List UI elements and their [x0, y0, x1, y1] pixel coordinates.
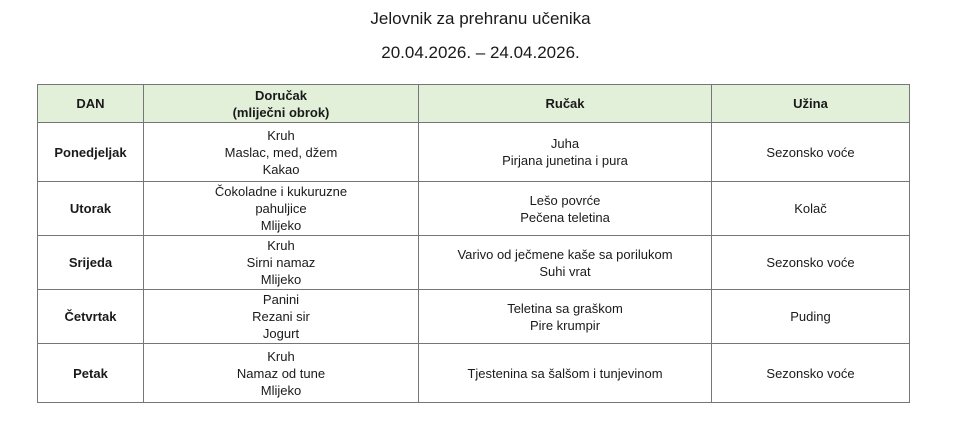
page-title: Jelovnik za prehranu učenika: [370, 9, 591, 28]
table-row-petak: Petak Kruh Namaz od tune Mlijeko Tjesten…: [37, 343, 910, 403]
snack-cell: Puding: [711, 289, 910, 344]
day-cell: Utorak: [37, 181, 144, 236]
lunch-cell: Teletina sa graškom Pire krumpir: [418, 289, 712, 344]
table-row-srijeda: Srijeda Kruh Sirni namaz Mlijeko Varivo …: [37, 235, 910, 290]
breakfast-cell: Čokoladne i kukuruzne pahuljice Mlijeko: [143, 181, 419, 236]
breakfast-cell: Kruh Sirni namaz Mlijeko: [143, 235, 419, 290]
breakfast-cell: Kruh Maslac, med, džem Kakao: [143, 122, 419, 182]
snack-cell: Sezonsko voće: [711, 122, 910, 182]
day-cell: Četvrtak: [37, 289, 144, 344]
table-header-row: DAN Doručak (mliječni obrok) Ručak Užina: [37, 84, 910, 123]
lunch-cell: Lešo povrće Pečena teletina: [418, 181, 712, 236]
date-range: 20.04.2026. – 24.04.2026.: [381, 43, 580, 62]
snack-cell: Kolač: [711, 181, 910, 236]
day-cell: Ponedjeljak: [37, 122, 144, 182]
lunch-cell: Tjestenina sa šalšom i tunjevinom: [418, 343, 712, 403]
menu-table: DAN Doručak (mliječni obrok) Ručak Užina…: [37, 84, 910, 403]
breakfast-cell: Panini Rezani sir Jogurt: [143, 289, 419, 344]
day-cell: Petak: [37, 343, 144, 403]
breakfast-cell: Kruh Namaz od tune Mlijeko: [143, 343, 419, 403]
col-header-rucak: Ručak: [418, 84, 712, 123]
table-row-utorak: Utorak Čokoladne i kukuruzne pahuljice M…: [37, 181, 910, 236]
day-cell: Srijeda: [37, 235, 144, 290]
col-header-uzina: Užina: [711, 84, 910, 123]
table-row-ponedjeljak: Ponedjeljak Kruh Maslac, med, džem Kakao…: [37, 122, 910, 182]
lunch-cell: Juha Pirjana junetina i pura: [418, 122, 712, 182]
snack-cell: Sezonsko voće: [711, 343, 910, 403]
snack-cell: Sezonsko voće: [711, 235, 910, 290]
table-row-cetvrtak: Četvrtak Panini Rezani sir Jogurt Teleti…: [37, 289, 910, 344]
col-header-dan: DAN: [37, 84, 144, 123]
col-header-dorucak: Doručak (mliječni obrok): [143, 84, 419, 123]
lunch-cell: Varivo od ječmene kaše sa porilukom Suhi…: [418, 235, 712, 290]
